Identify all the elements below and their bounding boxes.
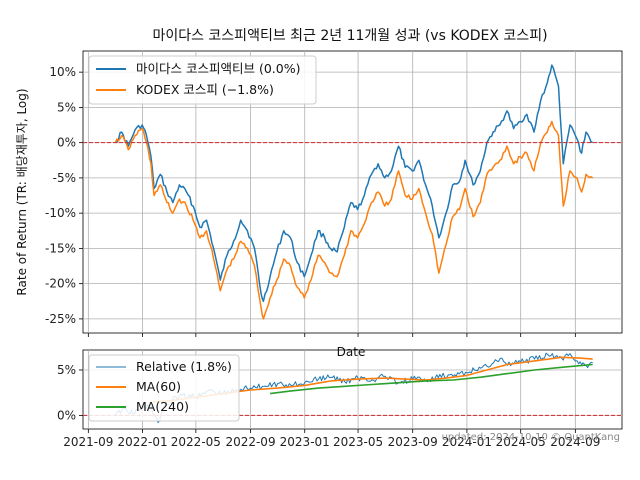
top-y-tick-label: -25%: [45, 312, 76, 326]
legend-label-relative: Relative (1.8%): [136, 359, 232, 374]
x-tick-label: 2022-05: [171, 435, 221, 449]
top-y-tick-label: -10%: [45, 206, 76, 220]
top-x-ticks: [87, 333, 576, 337]
bottom-panel: 5% 0% 2021-09 2022-01 2022-05 2022-09 2023-01…: [57, 349, 623, 449]
legend-label-series-1: 마이다스 코스피액티브 (0.0%): [136, 61, 300, 76]
x-tick-label: 2023-05: [333, 435, 383, 449]
top-series-line-2: [114, 120, 594, 320]
x-tick-label: 2022-09: [225, 435, 275, 449]
top-y-tick-label: 10%: [49, 65, 76, 79]
bottom-series-line-3: [269, 363, 593, 395]
x-tick-label: 2024-05: [496, 435, 546, 449]
top-y-ticks: 10% 5% 0% -5% -10% -15% -20% -25%: [45, 65, 83, 326]
top-series-line-1: [115, 64, 594, 303]
y-axis-label: Rate of Return (TR: 배당재투자, Log): [15, 88, 29, 295]
top-series: [83, 64, 622, 320]
bottom-legend-box: [88, 354, 240, 422]
top-y-tick-label: 5%: [57, 100, 76, 114]
bottom-panel-frame: [82, 349, 623, 430]
bottom-y-tick-label: 0%: [57, 408, 76, 422]
legend-label-ma60: MA(60): [136, 379, 181, 394]
legend-label-ma240: MA(240): [136, 399, 189, 414]
bottom-x-ticks: 2021-09 2022-01 2022-05 2022-09 2023-01 2023-…: [63, 429, 600, 449]
update-credit: updated: 2024-10-10 © QuantKang: [442, 432, 620, 443]
top-y-tick-label: -5%: [53, 171, 76, 185]
chart-title: 마이다스 코스피액티브 최근 2년 11개월 성과 (vs KODEX 코스피): [152, 28, 547, 44]
top-panel: 10% 5% 0% -5% -10% -15% -20% -25% Date Rate of …: [15, 50, 623, 359]
x-tick-label: 2024-09: [550, 435, 600, 449]
x-tick-label: 2023-09: [388, 435, 438, 449]
bottom-y-tick-label: 5%: [57, 363, 76, 377]
x-axis-label: Date: [337, 345, 366, 359]
x-tick-label: 2023-01: [280, 435, 330, 449]
top-panel-frame: [82, 50, 623, 334]
bottom-y-ticks: 5% 0%: [57, 363, 83, 422]
top-legend: 마이다스 코스피액티브 (0.0%) KODEX 코스피 (−1.8%): [88, 55, 317, 105]
legend-label-series-2: KODEX 코스피 (−1.8%): [136, 82, 274, 97]
top-legend-box: [88, 55, 317, 105]
top-y-tick-label: -15%: [45, 241, 76, 255]
bottom-legend: Relative (1.8%) MA(60) MA(240): [88, 354, 240, 422]
top-y-tick-label: 0%: [57, 136, 76, 150]
x-tick-label: 2024-01: [442, 435, 492, 449]
x-tick-label: 2022-01: [117, 435, 167, 449]
top-y-tick-label: -20%: [45, 277, 76, 291]
x-tick-label: 2021-09: [63, 435, 113, 449]
